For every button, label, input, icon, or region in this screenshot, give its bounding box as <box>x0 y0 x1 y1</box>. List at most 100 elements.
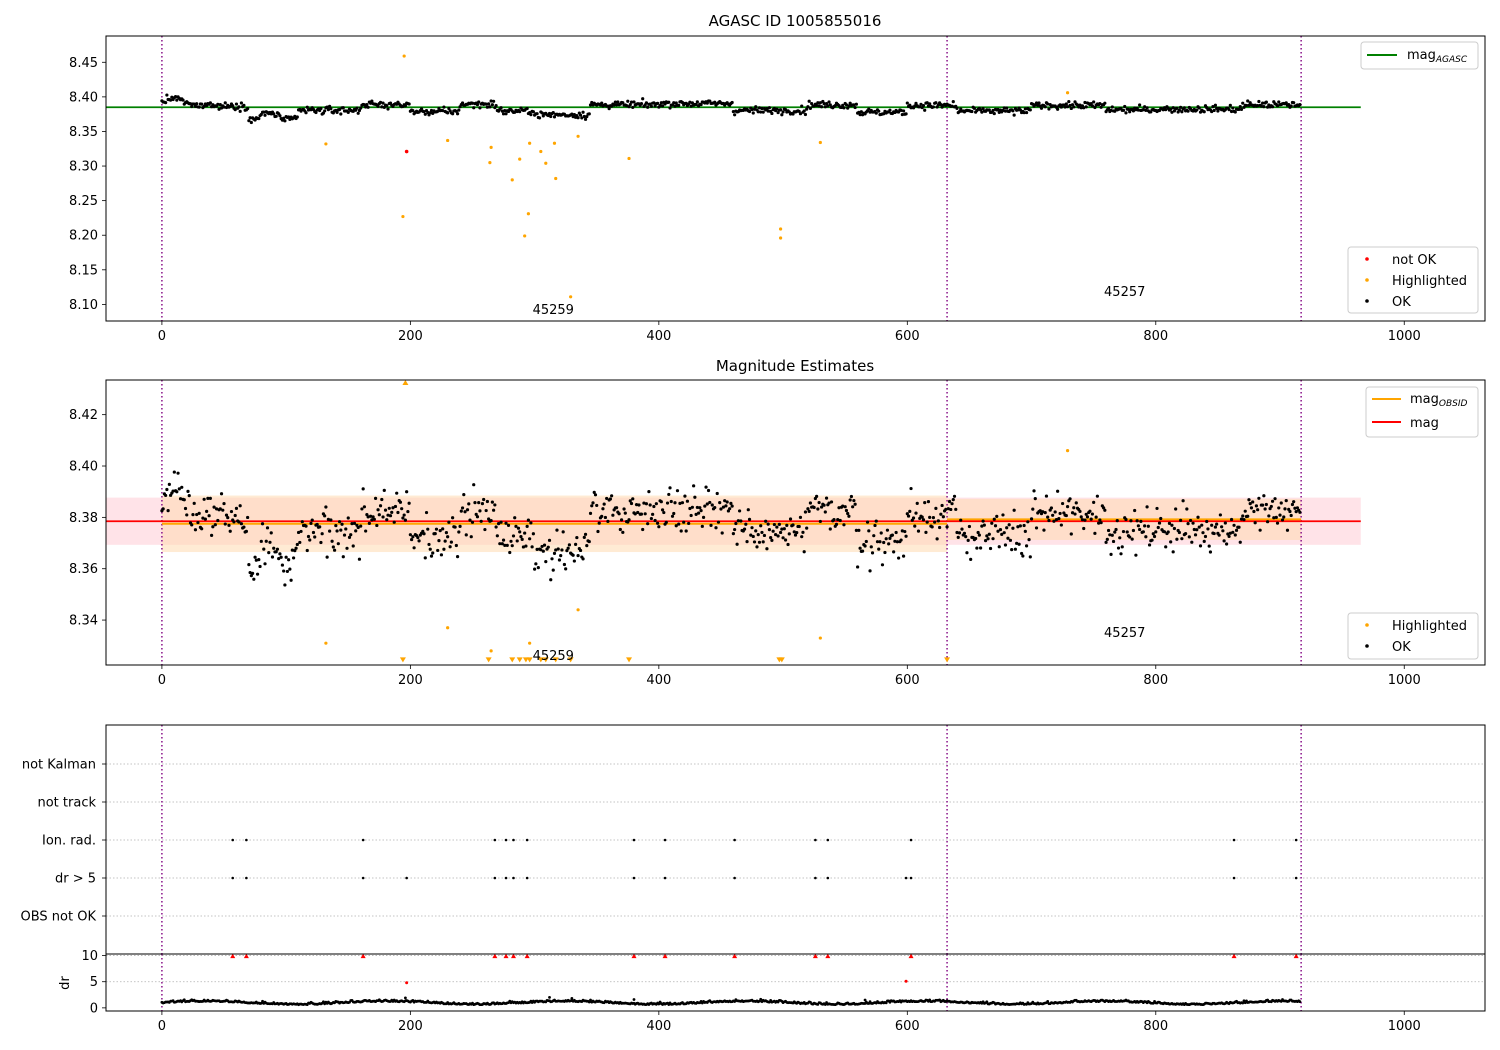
flag-point <box>525 838 529 842</box>
obsid-label: 45259 <box>533 303 574 318</box>
ok-point <box>807 99 811 103</box>
ok-point <box>1175 106 1179 110</box>
ok-point <box>1170 523 1174 527</box>
ok-point <box>1079 515 1083 519</box>
y-tick-label: 8.15 <box>69 263 98 278</box>
ok-point <box>474 512 478 516</box>
ok-point <box>537 116 542 120</box>
ok-point <box>965 551 969 555</box>
ok-point <box>939 103 943 107</box>
x-axis: 0 200 400 600 800 1000 <box>158 321 1421 344</box>
ok-point <box>649 104 653 108</box>
ok-point <box>544 560 548 564</box>
ok-point <box>336 542 340 546</box>
ok-point <box>656 101 660 105</box>
ok-point <box>1139 519 1143 523</box>
ok-point <box>905 101 909 105</box>
ok-point <box>991 108 995 113</box>
ok-point <box>706 488 711 493</box>
ok-point <box>282 569 286 573</box>
ok-point <box>1018 524 1022 528</box>
ok-point <box>314 110 318 115</box>
ok-point <box>1197 525 1201 529</box>
ok-point <box>1001 108 1005 113</box>
ok-point <box>600 514 604 518</box>
ok-point <box>451 112 455 116</box>
ok-point <box>362 505 367 509</box>
ok-point <box>1151 532 1155 536</box>
ok-point <box>631 105 635 110</box>
ok-point <box>1166 530 1170 534</box>
ok-point <box>260 522 265 526</box>
ok-point <box>357 557 362 561</box>
ok-point <box>1069 532 1073 536</box>
ok-point <box>888 536 892 540</box>
ok-point <box>495 534 499 538</box>
highlighted-point <box>401 214 405 219</box>
ok-point <box>1217 533 1221 537</box>
flag-point <box>512 838 515 842</box>
flag-point <box>493 838 497 842</box>
ok-point <box>695 100 699 104</box>
ok-point <box>294 546 298 550</box>
ok-point <box>347 535 352 539</box>
ok-point <box>867 529 871 533</box>
ok-point <box>447 520 451 524</box>
ok-point <box>546 545 550 549</box>
ok-point <box>565 548 569 553</box>
legend-label-mag: mag <box>1410 416 1439 431</box>
ok-point <box>485 499 489 504</box>
ok-point <box>403 518 408 522</box>
highlighted-point <box>544 161 548 165</box>
ok-point <box>1262 494 1266 498</box>
ok-point <box>180 485 184 489</box>
ok-point <box>904 112 908 116</box>
ok-point <box>1002 106 1006 110</box>
ok-point <box>783 107 788 112</box>
ok-point <box>746 508 750 512</box>
ok-point <box>193 528 198 532</box>
ok-point <box>1017 542 1021 546</box>
ok-point <box>444 531 449 535</box>
ok-point <box>955 530 959 535</box>
points-layer <box>231 838 1298 880</box>
ok-point <box>878 540 882 544</box>
x-tick-label: 0 <box>158 329 166 344</box>
ok-point <box>778 108 783 112</box>
ok-point <box>588 511 593 516</box>
ok-point <box>739 519 743 523</box>
ok-point <box>535 547 539 551</box>
ok-point <box>767 528 772 532</box>
ok-point <box>875 540 880 544</box>
ok-point <box>1028 555 1032 559</box>
ok-point <box>1130 537 1134 541</box>
ok-point <box>644 101 649 105</box>
highlighted-point <box>488 160 492 165</box>
ok-point <box>1085 515 1090 519</box>
ok-point <box>237 520 241 524</box>
ok-point <box>385 103 389 108</box>
ok-point <box>1294 509 1298 514</box>
ok-point <box>523 531 527 535</box>
ok-point <box>318 525 322 529</box>
ok-point <box>323 109 327 113</box>
ok-point <box>1180 537 1184 541</box>
ok-point <box>718 501 722 505</box>
ok-point <box>1257 99 1261 104</box>
ok-point <box>438 529 442 533</box>
ok-point <box>696 511 701 515</box>
ok-point <box>578 113 583 117</box>
ok-point <box>576 553 580 558</box>
ok-point <box>216 518 220 523</box>
ok-point <box>900 529 904 533</box>
ok-point <box>920 515 924 519</box>
ok-point <box>1044 494 1049 498</box>
ok-point <box>487 102 491 106</box>
ok-point <box>209 533 214 537</box>
ok-point <box>659 500 663 504</box>
ok-point <box>1049 506 1054 510</box>
x-tick-label: 200 <box>398 673 423 688</box>
ok-point <box>352 521 357 525</box>
ok-point <box>1292 500 1296 504</box>
ok-point <box>843 505 847 509</box>
